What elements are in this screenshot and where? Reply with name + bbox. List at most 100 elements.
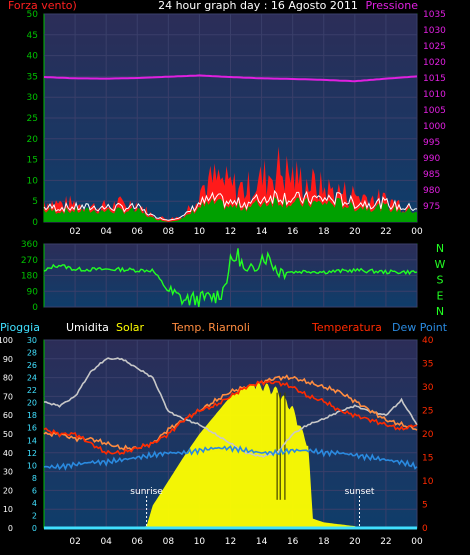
pressure-tick-label: 1030	[423, 26, 446, 36]
x-tick-label: 00	[411, 227, 423, 237]
direction-tick-label: 90	[27, 287, 39, 297]
legend-umidita: Umidita	[66, 321, 109, 334]
humidity-tick-label: 70	[3, 392, 13, 401]
legend-temperatura: Temperatura	[311, 321, 382, 334]
pressure-tick-label: 985	[423, 170, 440, 180]
rain-tick-label: 16	[27, 424, 37, 433]
x-tick-label: 10	[194, 227, 206, 237]
pressure-tick-label: 980	[423, 186, 440, 196]
x-tick-label: 20	[349, 227, 361, 237]
direction-tick-label: 180	[21, 272, 38, 282]
wind-tick-label: 0	[32, 218, 38, 228]
x-tick-label: 08	[163, 227, 175, 237]
rain-tick-label: 0	[32, 524, 37, 533]
humidity-tick-label: 40	[3, 449, 13, 458]
pressure-tick-label: 1005	[423, 106, 446, 116]
wind-tick-label: 45	[27, 31, 38, 41]
environment-x-ticks: 02 04 06 08 10 12 14 16 18 20 22 00	[69, 537, 423, 547]
humidity-tick-label: 0	[8, 524, 13, 533]
wind-tick-label: 35	[27, 72, 38, 82]
temperature-tick-label: 20	[422, 430, 434, 440]
compass-label: W	[435, 258, 446, 271]
x-tick-label: 12	[225, 537, 236, 547]
direction-ticks: 0 90 180 270 360	[21, 240, 38, 313]
x-tick-label: 22	[380, 227, 391, 237]
wind-speed-line	[43, 189, 417, 221]
pressure-tick-label: 1015	[423, 74, 446, 84]
wind-tick-label: 50	[27, 10, 39, 20]
compass-label: N	[436, 242, 444, 255]
rain-tick-label: 18	[27, 411, 37, 420]
x-tick-label: 02	[69, 537, 80, 547]
x-tick-label: 22	[380, 537, 391, 547]
direction-tick-label: 270	[21, 256, 38, 266]
rain-tick-label: 2	[32, 511, 37, 520]
sun-annotations: sunrise sunset	[130, 487, 375, 526]
chart-title: 24 hour graph day : 16 Agosto 2011	[158, 0, 358, 12]
solar-area	[44, 382, 417, 528]
wind-tick-label: 25	[27, 114, 38, 124]
wind-tick-label: 20	[27, 135, 39, 145]
rain-tick-label: 20	[27, 399, 37, 408]
pressure-tick-label: 1035	[423, 10, 446, 20]
x-tick-label: 10	[194, 537, 206, 547]
wind-direction-line	[43, 248, 418, 308]
environment-marks	[43, 357, 418, 530]
humidity-tick-label: 90	[3, 355, 13, 364]
wind-speed-ticks: 0 5 10 15 20 25 30 35 40 45 50	[27, 10, 39, 228]
rain-tick-label: 8	[32, 474, 37, 483]
temperature-line	[43, 379, 418, 456]
compass-label: E	[437, 289, 444, 302]
dew-point-line	[43, 445, 418, 471]
temperature-tick-label: 35	[422, 360, 433, 370]
temp-riarnoli-line	[43, 374, 418, 451]
x-tick-label: 06	[132, 537, 144, 547]
rain-tick-label: 12	[27, 449, 37, 458]
sunset-label: sunset	[345, 487, 375, 497]
x-tick-label: 20	[349, 537, 361, 547]
wind-tick-label: 30	[27, 93, 39, 103]
legend-solar: Solar	[116, 321, 145, 334]
pressure-ticks: 975 980 985 990 995 1000 1005 1010 1015 1020 1025 1…	[423, 10, 446, 212]
humidity-ticks: 0 10 20 30 40 50 60 70 80 90 100	[0, 336, 13, 533]
rain-tick-label: 10	[27, 461, 37, 470]
pressure-tick-label: 995	[423, 138, 440, 148]
wind-tick-label: 40	[27, 52, 39, 62]
rain-tick-label: 6	[32, 486, 37, 495]
pressure-tick-label: 1025	[423, 42, 446, 52]
x-tick-label: 02	[69, 227, 80, 237]
wind-tick-label: 5	[32, 197, 38, 207]
temperature-tick-label: 5	[422, 501, 428, 511]
pressure-tick-label: 975	[423, 202, 440, 212]
x-tick-label: 12	[225, 227, 236, 237]
x-tick-label: 00	[411, 537, 423, 547]
temperature-ticks: 0 5 10 15 20 25 30 35 40	[422, 336, 434, 534]
x-tick-label: 04	[100, 227, 112, 237]
wind-tick-label: 10	[27, 176, 39, 186]
sunrise-label: sunrise	[130, 487, 163, 497]
wind-average-area	[44, 196, 417, 222]
x-tick-label: 16	[287, 537, 299, 547]
x-tick-label: 18	[318, 537, 330, 547]
humidity-tick-label: 80	[3, 374, 13, 383]
wind-pressure-marks	[43, 74, 418, 222]
x-tick-label: 04	[100, 537, 112, 547]
humidity-line	[43, 357, 418, 458]
wind-direction-marks	[43, 248, 418, 308]
x-tick-label: 08	[163, 537, 175, 547]
legend-temp-riarnoli: Temp. Riarnoli	[171, 321, 250, 334]
pressure-tick-label: 1010	[423, 90, 446, 100]
rain-tick-label: 22	[27, 386, 37, 395]
direction-tick-label: 360	[21, 240, 38, 250]
temperature-tick-label: 25	[422, 407, 433, 417]
rain-tick-label: 24	[27, 374, 37, 383]
temperature-tick-label: 15	[422, 454, 433, 464]
temperature-tick-label: 10	[422, 477, 434, 487]
rain-tick-label: 26	[27, 361, 37, 370]
